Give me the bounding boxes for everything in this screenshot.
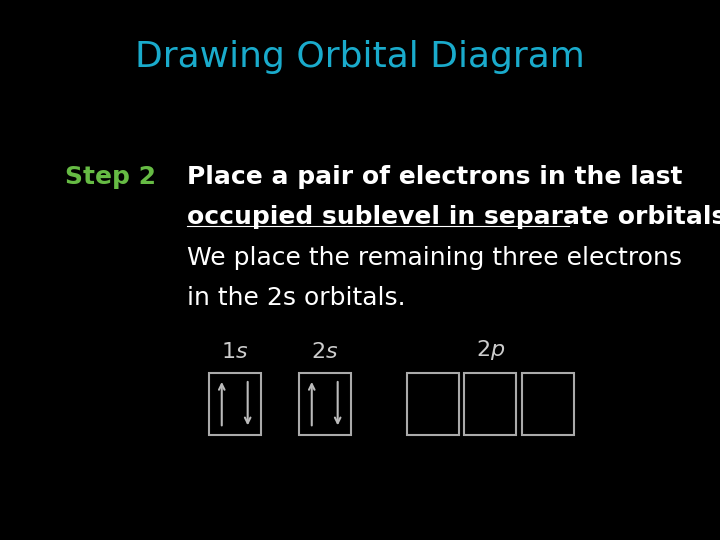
- FancyBboxPatch shape: [407, 373, 459, 435]
- FancyBboxPatch shape: [209, 373, 261, 435]
- Text: Drawing Orbital Diagram: Drawing Orbital Diagram: [135, 40, 585, 73]
- Text: We place the remaining three electrons: We place the remaining three electrons: [187, 246, 683, 269]
- Text: occupied sublevel in separate orbitals.: occupied sublevel in separate orbitals.: [187, 205, 720, 229]
- Text: $2p$: $2p$: [476, 338, 505, 362]
- FancyBboxPatch shape: [522, 373, 574, 435]
- Text: in the 2s orbitals.: in the 2s orbitals.: [187, 286, 406, 310]
- Text: Step 2: Step 2: [65, 165, 156, 188]
- FancyBboxPatch shape: [299, 373, 351, 435]
- FancyBboxPatch shape: [464, 373, 516, 435]
- Text: $1s$: $1s$: [221, 342, 248, 362]
- Text: $2s$: $2s$: [311, 342, 338, 362]
- Text: Place a pair of electrons in the last: Place a pair of electrons in the last: [187, 165, 683, 188]
